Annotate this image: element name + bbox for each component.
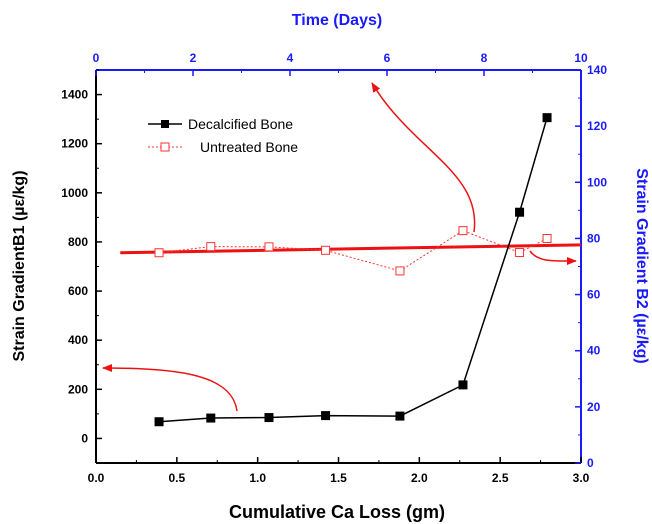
x-tick-label: 1.5 xyxy=(330,471,347,485)
x2-tick-label: 6 xyxy=(384,51,391,65)
x2-tick-label: 10 xyxy=(574,51,588,65)
y2-tick-label: 100 xyxy=(587,175,607,189)
legend-box xyxy=(140,112,343,160)
y2-tick-label: 20 xyxy=(587,400,601,414)
y2-tick-label: 0 xyxy=(587,456,594,470)
legend-label-decalcified: Decalcified Bone xyxy=(188,116,293,132)
point-untreated xyxy=(458,226,468,236)
x-tick-label: 2.5 xyxy=(492,471,509,485)
point-decalcified xyxy=(458,380,468,390)
annotations xyxy=(102,82,577,412)
point-untreated xyxy=(542,233,552,243)
y-tick-label: 1000 xyxy=(61,186,88,200)
ticks: 0.0 0.5 1.0 1.5 2.0 2.5 3.00200400600800100012… xyxy=(61,51,607,485)
y2-tick-label: 40 xyxy=(587,344,601,358)
point-decalcified xyxy=(206,413,216,423)
y-tick-label: 400 xyxy=(68,333,88,347)
x2-axis-title: Time (Days) xyxy=(292,12,382,29)
x-tick-label: 3.0 xyxy=(573,471,590,485)
y-tick-label: 800 xyxy=(68,235,88,249)
plot-area xyxy=(120,113,582,427)
point-decalcified xyxy=(154,417,164,427)
x2-tick-label: 0 xyxy=(93,51,100,65)
x2-tick-label: 2 xyxy=(190,51,197,65)
x2-tick-label: 8 xyxy=(481,51,488,65)
y-axis-title: Strain GradientB1 (µε/kg) xyxy=(11,170,28,361)
y2-tick-label: 120 xyxy=(587,119,607,133)
y-tick-label: 200 xyxy=(68,382,88,396)
y-tick-label: 600 xyxy=(68,284,88,298)
fit-line xyxy=(120,243,582,255)
legend: Decalcified Bone Untreated Bone xyxy=(140,112,343,160)
y-tick-label: 0 xyxy=(81,431,88,445)
y-tick-label: 1200 xyxy=(61,137,88,151)
x2-tick-label: 4 xyxy=(287,51,294,65)
point-untreated xyxy=(395,266,405,276)
y2-tick-label: 60 xyxy=(587,288,601,302)
y2-tick-label: 140 xyxy=(587,63,607,77)
y2-axis-title: Strain Gradient B2 (µε/kg) xyxy=(633,168,650,364)
y-tick-label: 1400 xyxy=(61,88,88,102)
legend-label-untreated: Untreated Bone xyxy=(200,139,298,155)
x-tick-label: 2.0 xyxy=(411,471,428,485)
x-tick-label: 1.0 xyxy=(249,471,266,485)
series-line-untreated xyxy=(158,230,548,272)
point-decalcified xyxy=(321,411,331,421)
arrow-to-left-axis xyxy=(102,364,238,412)
legend-marker-untreated xyxy=(160,142,170,152)
point-untreated xyxy=(154,248,164,258)
y2-tick-label: 80 xyxy=(587,231,601,245)
arrow-to-top-axis xyxy=(371,82,476,233)
legend-marker-decalcified xyxy=(161,120,169,128)
point-untreated xyxy=(515,247,525,257)
point-decalcified xyxy=(542,113,552,123)
x-tick-label: 0.5 xyxy=(168,471,185,485)
arrow-to-right-axis xyxy=(529,250,577,266)
x-axis-title: Cumulative Ca Loss (gm) xyxy=(229,502,445,522)
point-untreated xyxy=(321,245,331,255)
point-decalcified xyxy=(515,207,525,217)
x-tick-label: 0.0 xyxy=(88,471,105,485)
series-line-decalcified xyxy=(158,117,548,423)
point-decalcified xyxy=(264,413,274,423)
point-decalcified xyxy=(395,411,405,421)
point-untreated xyxy=(206,242,216,252)
point-untreated xyxy=(264,242,274,252)
